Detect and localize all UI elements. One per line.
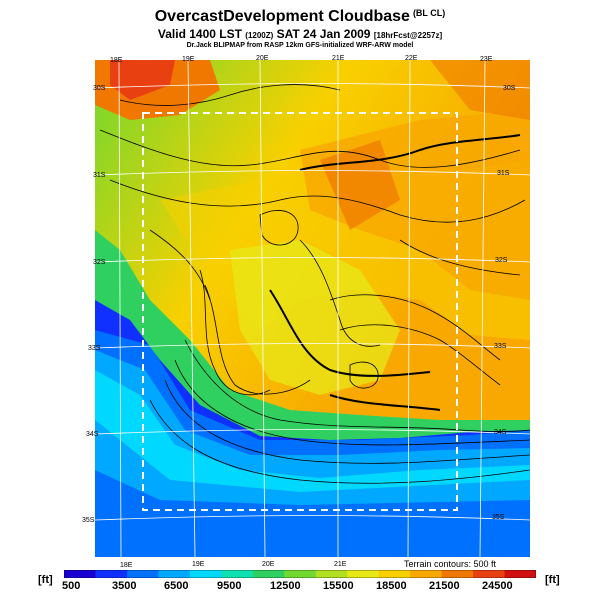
left-lat-label: 32S (93, 259, 106, 266)
color-scale-cell (252, 570, 285, 578)
top-lon-label: 19E (182, 56, 195, 63)
color-scale-cell (410, 570, 443, 578)
scale-label: 15500 (323, 580, 354, 592)
terrain-contours (99, 84, 530, 484)
color-scale-cell (126, 570, 159, 578)
scale-label: 12500 (270, 580, 301, 592)
scale-label: 9500 (217, 580, 242, 592)
right-lat-label: 30S (503, 85, 516, 92)
color-scale-cell (158, 570, 191, 578)
color-scale-cell (347, 570, 380, 578)
color-scale-cell (378, 570, 411, 578)
left-lat-label: 31S (93, 172, 106, 179)
left-lat-label: 33S (88, 345, 101, 352)
valid-time-line: Valid 1400 LST (1200Z) SAT 24 Jan 2009 [… (157, 27, 443, 41)
top-lon-label: 22E (405, 55, 418, 62)
color-scale-cell (189, 570, 222, 578)
bottom-lon-label: 20E (262, 561, 275, 568)
lat-lon-grid (95, 60, 530, 557)
left-lat-label: 34S (86, 431, 99, 438)
map-title: OvercastDevelopment Cloudbase (BL CL) (154, 8, 446, 25)
scale-label: 3500 (112, 580, 137, 592)
scale-label: 24500 (482, 580, 513, 592)
scale-label: 500 (62, 580, 81, 592)
model-credit: Dr.Jack BLIPMAP from RASP 12km GFS-initi… (186, 42, 414, 49)
scale-label: 18500 (376, 580, 407, 592)
color-scale-cell (221, 570, 254, 578)
left-lat-label: 35S (82, 517, 95, 524)
bottom-lon-label: 18E (120, 562, 133, 569)
color-scale-bar (64, 570, 536, 578)
right-lat-label: 33S (494, 343, 507, 350)
left-lat-label: 30S (93, 85, 106, 92)
color-scale-cell (473, 570, 506, 578)
right-lat-label: 34S (494, 429, 507, 436)
top-lon-label: 20E (256, 55, 269, 62)
color-scale-cell (284, 570, 317, 578)
right-lat-label: 32S (495, 257, 508, 264)
bottom-lon-label: 19E (192, 561, 205, 568)
top-lon-label: 23E (480, 56, 493, 63)
color-scale-cell (95, 570, 128, 578)
thick-contours (269, 134, 521, 411)
legend-unit-left: [ft] (38, 574, 53, 586)
right-lat-label: 35S (492, 514, 505, 521)
top-lon-label: 18E (110, 57, 123, 64)
color-scale-cell (504, 570, 536, 578)
legend-unit-right: [ft] (545, 574, 560, 586)
terrain-contour-note: Terrain contours: 500 ft (404, 559, 497, 569)
color-scale-cell (64, 570, 96, 578)
bottom-lon-label: 21E (334, 561, 347, 568)
map-field (95, 60, 530, 557)
right-lat-label: 31S (497, 170, 510, 177)
scale-label: 6500 (164, 580, 189, 592)
color-scale-cell (315, 570, 348, 578)
inner-domain-box (142, 112, 458, 511)
top-lon-label: 21E (332, 55, 345, 62)
scale-label: 21500 (429, 580, 460, 592)
color-scale-cell (441, 570, 474, 578)
